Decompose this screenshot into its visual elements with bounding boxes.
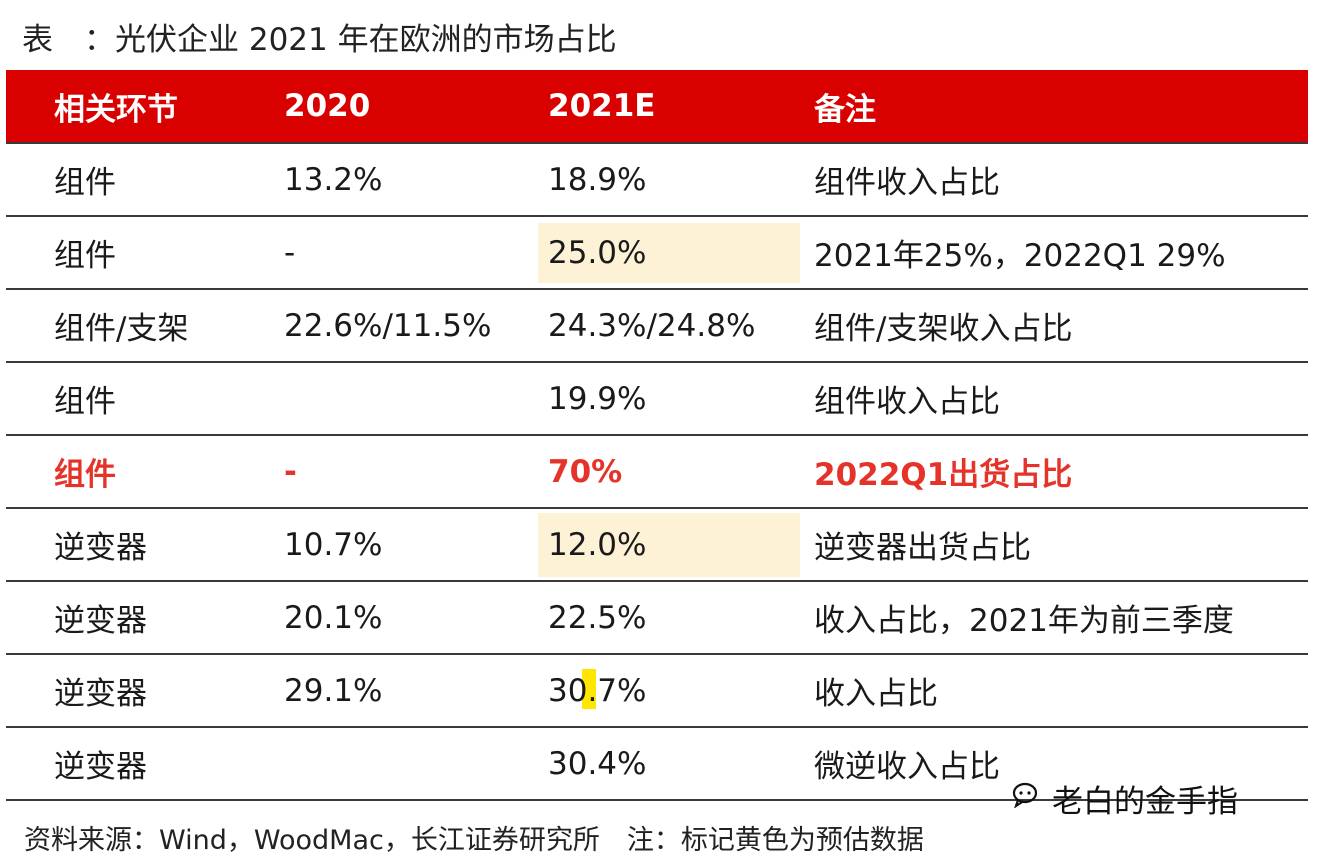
cell-segment: 组件 xyxy=(54,238,116,274)
cell-2021e: 25.0% xyxy=(538,217,800,288)
cell-note: 组件收入占比 xyxy=(814,384,1000,420)
wechat-chat-icon xyxy=(1012,782,1038,808)
table-row: 逆变器 29.1% 30.7% 收入占比 xyxy=(6,653,1308,726)
cell-2021e-value: 25.0% xyxy=(548,234,647,271)
cell-2021e-value: 12.0% xyxy=(548,526,647,563)
cell-segment: 组件/支架 xyxy=(54,311,189,347)
cell-2021e: 19.9% xyxy=(538,363,800,434)
cell-2020: 13.2% xyxy=(284,161,383,198)
cell-segment: 逆变器 xyxy=(54,749,147,785)
cell-2021e-value: 24.3%/24.8% xyxy=(548,307,756,344)
table-row: 组件/支架 22.6%/11.5% 24.3%/24.8% 组件/支架收入占比 xyxy=(6,288,1308,361)
yellow-marker xyxy=(582,669,596,709)
cell-note: 2021年25%，2022Q1 29% xyxy=(814,238,1226,274)
cell-note: 组件收入占比 xyxy=(814,165,1000,201)
cell-2021e-value: 19.9% xyxy=(548,380,647,417)
cell-2021e: 18.9% xyxy=(538,144,800,215)
cell-2020: 22.6%/11.5% xyxy=(284,307,492,344)
header-2020: 2020 xyxy=(284,88,371,124)
cell-2021e: 24.3%/24.8% xyxy=(538,290,800,361)
cell-2021e: 70% xyxy=(538,436,800,507)
cell-note: 微逆收入占比 xyxy=(814,749,1000,785)
cell-2020: 20.1% xyxy=(284,599,383,636)
estimate-highlight xyxy=(538,513,800,577)
cell-2021e: 30.7% xyxy=(538,655,800,726)
cell-segment: 逆变器 xyxy=(54,676,147,712)
cell-segment: 逆变器 xyxy=(54,530,147,566)
cell-note: 收入占比 xyxy=(814,676,938,712)
source-note: 资料来源：Wind，WoodMac，长江证券研究所 注：标记黄色为预估数据 xyxy=(24,825,924,856)
cell-2021e-value: 22.5% xyxy=(548,599,647,636)
market-share-table: 相关环节 2020 2021E 备注 组件 13.2% 18.9% 组件收入占比… xyxy=(6,70,1308,801)
estimate-highlight xyxy=(538,223,800,283)
table-row: 逆变器 30.4% 微逆收入占比 xyxy=(6,726,1308,801)
cell-2021e: 30.4% xyxy=(538,728,800,799)
cell-note: 组件/支架收入占比 xyxy=(814,311,1073,347)
table-row: 组件 - 25.0% 2021年25%，2022Q1 29% xyxy=(6,215,1308,288)
table-row: 逆变器 20.1% 22.5% 收入占比，2021年为前三季度 xyxy=(6,580,1308,653)
header-2021e: 2021E xyxy=(548,88,656,124)
cell-2020: - xyxy=(284,234,296,271)
cell-note: 收入占比，2021年为前三季度 xyxy=(814,603,1234,639)
cell-2021e: 22.5% xyxy=(538,582,800,653)
cell-segment: 组件 xyxy=(54,384,116,420)
cell-2020: - xyxy=(284,453,297,490)
cell-2021e: 12.0% xyxy=(538,509,800,580)
cell-note: 2022Q1出货占比 xyxy=(814,457,1073,493)
table-row-emphasis: 组件 - 70% 2022Q1出货占比 xyxy=(6,434,1308,507)
cell-2021e-value: 70% xyxy=(548,453,623,490)
header-note: 备注 xyxy=(814,91,876,128)
cell-segment: 组件 xyxy=(54,457,116,493)
cell-2020: 29.1% xyxy=(284,672,383,709)
page-title: 表 ：光伏企业 2021 年在欧洲的市场占比 xyxy=(22,22,617,58)
watermark-account: 老白的金手指 xyxy=(1052,784,1238,820)
cell-note: 逆变器出货占比 xyxy=(814,530,1031,566)
table-header: 相关环节 2020 2021E 备注 xyxy=(6,70,1308,142)
cell-segment: 逆变器 xyxy=(54,603,147,639)
cell-2021e-value: 18.9% xyxy=(548,161,647,198)
cell-2021e-value: 30.7% xyxy=(548,672,647,709)
cell-2021e-value: 30.4% xyxy=(548,745,647,782)
cell-2020: 10.7% xyxy=(284,526,383,563)
header-segment: 相关环节 xyxy=(54,91,178,128)
cell-segment: 组件 xyxy=(54,165,116,201)
table-row: 逆变器 10.7% 12.0% 逆变器出货占比 xyxy=(6,507,1308,580)
table-row: 组件 13.2% 18.9% 组件收入占比 xyxy=(6,142,1308,215)
table-row: 组件 19.9% 组件收入占比 xyxy=(6,361,1308,434)
